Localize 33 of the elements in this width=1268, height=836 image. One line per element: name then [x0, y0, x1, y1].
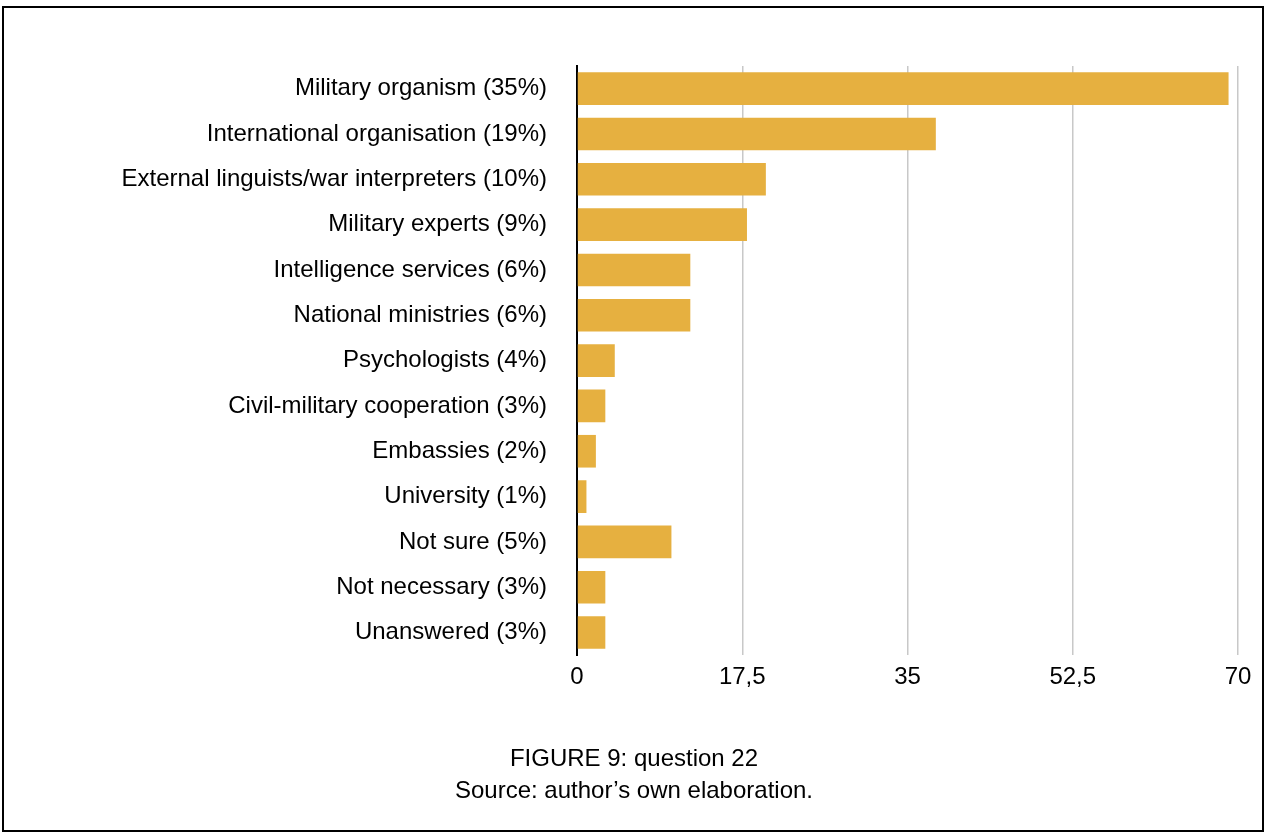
bar [577, 434, 596, 468]
x-tick-label: 52,5 [1049, 662, 1097, 690]
bar [577, 616, 606, 649]
y-tick-label: International organisation (19%) [206, 118, 547, 146]
bar [577, 525, 672, 559]
x-tick-label: 17,5 [718, 662, 766, 690]
bar [577, 253, 691, 287]
bar [577, 480, 587, 513]
bar [577, 389, 606, 423]
bar [577, 570, 606, 604]
y-tick-label: Intelligence services (6%) [273, 254, 547, 282]
x-tick-label: 70 [1224, 662, 1252, 690]
y-tick-label: Military organism (35%) [294, 73, 547, 101]
caption: FIGURE 9: question 22 [508, 743, 760, 773]
source-note: Source: author’s own elaboration. [454, 775, 814, 805]
y-tick-label: Unanswered (3%) [354, 617, 547, 645]
y-tick-label: National ministries (6%) [293, 299, 547, 327]
bar [577, 344, 615, 377]
x-tick-label: 0 [570, 662, 584, 690]
y-tick-label: External linguists/war interpreters (10%) [121, 163, 547, 191]
y-tick-label: Military experts (9%) [328, 209, 547, 237]
x-tick-label: 35 [894, 662, 921, 690]
bar [577, 117, 936, 151]
bar [577, 162, 766, 196]
y-tick-label: Not sure (5%) [398, 526, 547, 554]
y-tick-label: University (1%) [384, 481, 547, 509]
y-tick-label: Psychologists (4%) [342, 345, 547, 373]
y-tick-label: Embassies (2%) [372, 435, 547, 463]
bar [577, 298, 691, 332]
y-tick-label: Not necessary (3%) [336, 571, 547, 599]
bar [577, 208, 747, 241]
y-tick-label: Civil-military cooperation (3%) [228, 390, 547, 418]
bar [577, 72, 1229, 105]
